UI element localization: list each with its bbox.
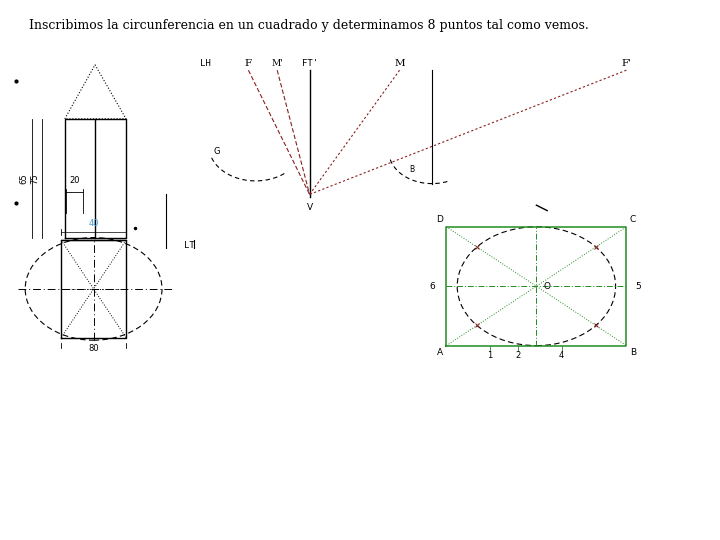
- Text: 75: 75: [30, 173, 40, 184]
- Text: G: G: [213, 147, 220, 156]
- Text: FT': FT': [302, 58, 318, 68]
- Text: 20: 20: [69, 176, 80, 185]
- Text: C: C: [630, 215, 636, 224]
- Text: 5: 5: [636, 282, 642, 291]
- Text: M': M': [271, 58, 283, 68]
- Text: F: F: [245, 58, 252, 68]
- Text: LT: LT: [184, 241, 194, 250]
- Text: 40: 40: [89, 219, 99, 228]
- Text: D: D: [436, 215, 443, 224]
- Text: B: B: [630, 348, 636, 357]
- Text: 2: 2: [516, 351, 521, 360]
- Text: 1: 1: [487, 351, 492, 360]
- Text: F': F': [621, 58, 631, 68]
- Text: B: B: [409, 165, 414, 174]
- Text: Inscribimos la circunferencia en un cuadrado y determinamos 8 puntos tal como ve: Inscribimos la circunferencia en un cuad…: [29, 19, 588, 32]
- Text: 65: 65: [20, 173, 29, 184]
- Text: 6: 6: [430, 282, 436, 291]
- Text: V: V: [307, 202, 312, 212]
- Text: LH: LH: [200, 58, 210, 68]
- Text: M: M: [395, 58, 405, 68]
- Text: O: O: [544, 282, 551, 291]
- Text: 4: 4: [559, 351, 564, 360]
- Text: 80: 80: [89, 344, 99, 353]
- Text: A: A: [436, 348, 443, 357]
